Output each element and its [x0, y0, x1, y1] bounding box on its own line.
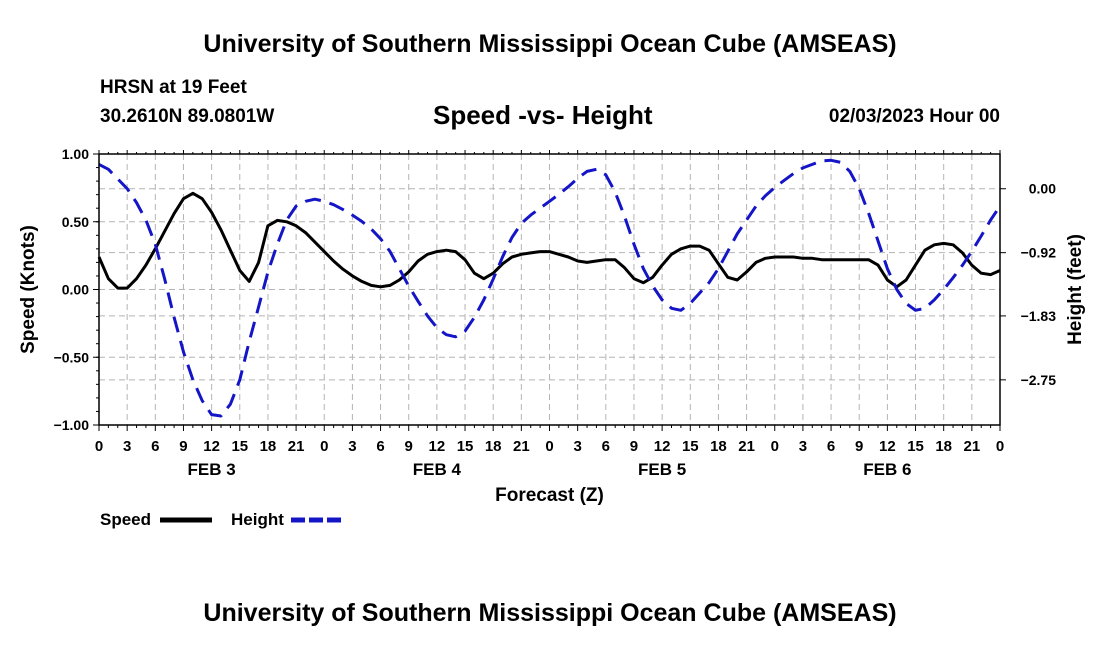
x-tick-label: 15 [907, 438, 924, 455]
forecast-run-time: 02/03/2023 Hour 00 [828, 106, 1000, 127]
x-tick-label: 6 [827, 438, 835, 455]
day-label: FEB 6 [863, 460, 911, 479]
day-label: FEB 3 [188, 460, 236, 479]
x-tick-label: 0 [996, 438, 1004, 455]
speed-series-line [97, 191, 1001, 290]
x-tick-label: 9 [630, 438, 638, 455]
x-tick-label: 12 [203, 438, 220, 455]
x-tick-label: 6 [602, 438, 610, 455]
x-tick-label: 6 [151, 438, 159, 455]
x-tick-label: 12 [879, 438, 896, 455]
y2-tick-label: −0.92 [1021, 245, 1057, 261]
y-tick-label: −1.00 [54, 417, 90, 433]
x-tick-label: 12 [429, 438, 446, 455]
x-tick-label: 3 [799, 438, 807, 455]
y2-tick-label: −1.83 [1021, 308, 1057, 324]
x-tick-label: 21 [513, 438, 530, 455]
y-tick-label: −0.50 [54, 349, 90, 365]
y-tick-label: 1.00 [62, 146, 89, 162]
x-tick-label: 9 [179, 438, 187, 455]
legend-label-height: Height [231, 510, 284, 529]
x-tick-label: 18 [260, 438, 277, 455]
x-tick-label: 0 [320, 438, 328, 455]
x-tick-label: 0 [771, 438, 779, 455]
bottom-title: University of Southern Mississippi Ocean… [203, 599, 897, 627]
x-axis-title: Forecast (Z) [495, 485, 604, 506]
x-tick-label: 18 [710, 438, 727, 455]
x-tick-label: 15 [231, 438, 248, 455]
x-tick-label: 3 [348, 438, 356, 455]
y-axis-title: Speed (Knots) [18, 225, 39, 354]
day-label: FEB 4 [413, 460, 462, 479]
legend-label-speed: Speed [100, 510, 151, 529]
x-tick-label: 3 [573, 438, 581, 455]
x-tick-label: 21 [964, 438, 981, 455]
x-tick-label: 21 [288, 438, 305, 455]
chart-subtitle: Speed -vs- Height [433, 100, 653, 130]
y2-axis-title: Height (feet) [1065, 234, 1086, 345]
height-series-line [98, 158, 1002, 418]
x-tick-label: 12 [654, 438, 671, 455]
y-tick-label: 0.50 [62, 214, 89, 230]
x-tick-label: 9 [855, 438, 863, 455]
x-tick-label: 15 [457, 438, 474, 455]
top-title: University of Southern Mississippi Ocean… [203, 30, 897, 58]
x-tick-label: 0 [545, 438, 553, 455]
station-label: HRSN at 19 Feet [100, 77, 247, 98]
x-tick-label: 3 [123, 438, 131, 455]
x-tick-label: 21 [738, 438, 755, 455]
y2-tick-label: −2.75 [1021, 372, 1057, 388]
y-tick-label: 0.00 [62, 282, 89, 298]
x-tick-label: 15 [682, 438, 699, 455]
x-tick-label: 18 [935, 438, 952, 455]
station-coordinates: 30.2610N 89.0801W [100, 106, 275, 127]
x-tick-label: 18 [485, 438, 502, 455]
x-tick-label: 6 [376, 438, 384, 455]
day-label: FEB 5 [638, 460, 686, 479]
x-tick-label: 9 [405, 438, 413, 455]
y2-tick-label: 0.00 [1029, 181, 1056, 197]
x-tick-label: 0 [95, 438, 103, 455]
